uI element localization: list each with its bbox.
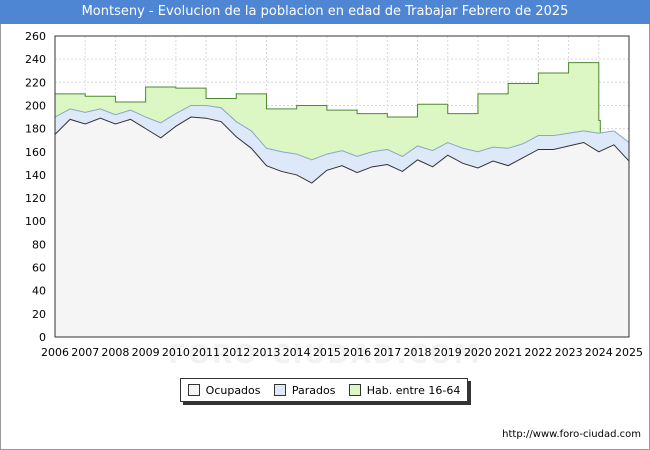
source-url: http://www.foro-ciudad.com — [502, 429, 641, 440]
series-area-ocupados — [55, 117, 629, 338]
x-tick-label-0: 2006 — [41, 346, 69, 359]
x-tick-label-4: 2010 — [162, 346, 190, 359]
y-tick-label-6: 120 — [25, 192, 46, 205]
y-tick-label-0: 0 — [39, 331, 46, 344]
y-tick-label-12: 240 — [25, 53, 46, 66]
x-tick-label-2: 2008 — [101, 346, 129, 359]
legend-swatch-hab — [348, 384, 361, 396]
legend-item-parados: Parados — [273, 383, 336, 397]
legend-item-ocupados: Ocupados — [187, 383, 261, 397]
y-tick-label-7: 140 — [25, 169, 46, 182]
x-tick-label-13: 2019 — [434, 346, 462, 359]
watermark-text: FORO-CIUDAD.COM — [168, 340, 482, 370]
x-tick-label-8: 2014 — [283, 346, 311, 359]
legend-label-ocupados: Ocupados — [205, 383, 261, 397]
x-tick-label-6: 2012 — [222, 346, 250, 359]
y-tick-label-1: 20 — [32, 308, 46, 321]
legend-label-hab: Hab. entre 16-64 — [366, 383, 461, 397]
y-tick-label-13: 260 — [25, 30, 46, 43]
x-tick-label-3: 2009 — [132, 346, 160, 359]
y-tick-label-5: 100 — [25, 215, 46, 228]
x-tick-label-11: 2017 — [373, 346, 401, 359]
legend-label-parados: Parados — [291, 383, 336, 397]
legend-swatch-ocupados — [187, 384, 200, 396]
x-tick-label-12: 2018 — [404, 346, 432, 359]
x-tick-label-14: 2020 — [464, 346, 492, 359]
x-tick-label-18: 2024 — [585, 346, 613, 359]
x-tick-label-5: 2011 — [192, 346, 220, 359]
y-tick-label-9: 180 — [25, 123, 46, 136]
x-tick-label-7: 2013 — [252, 346, 280, 359]
legend-item-hab: Hab. entre 16-64 — [348, 383, 461, 397]
y-tick-label-2: 40 — [32, 285, 46, 298]
x-tick-label-1: 2007 — [71, 346, 99, 359]
x-tick-label-19: 2025 — [615, 346, 643, 359]
y-tick-label-4: 80 — [32, 238, 46, 251]
x-tick-label-16: 2022 — [524, 346, 552, 359]
y-tick-label-10: 200 — [25, 99, 46, 112]
x-tick-label-9: 2015 — [313, 346, 341, 359]
legend-swatch-parados — [273, 384, 286, 396]
chart-title: Montseny - Evolucion de la poblacion en … — [0, 0, 650, 24]
y-tick-label-11: 220 — [25, 76, 46, 89]
y-tick-label-8: 160 — [25, 146, 46, 159]
series-line-parados — [54, 104, 630, 161]
x-tick-label-15: 2021 — [494, 346, 522, 359]
series-line-ocupados — [54, 116, 630, 184]
plot-border — [54, 35, 630, 338]
x-tick-label-10: 2016 — [343, 346, 371, 359]
x-tick-label-17: 2023 — [555, 346, 583, 359]
y-tick-label-3: 60 — [32, 262, 46, 275]
legend: Ocupados Parados Hab. entre 16-64 — [180, 378, 468, 402]
